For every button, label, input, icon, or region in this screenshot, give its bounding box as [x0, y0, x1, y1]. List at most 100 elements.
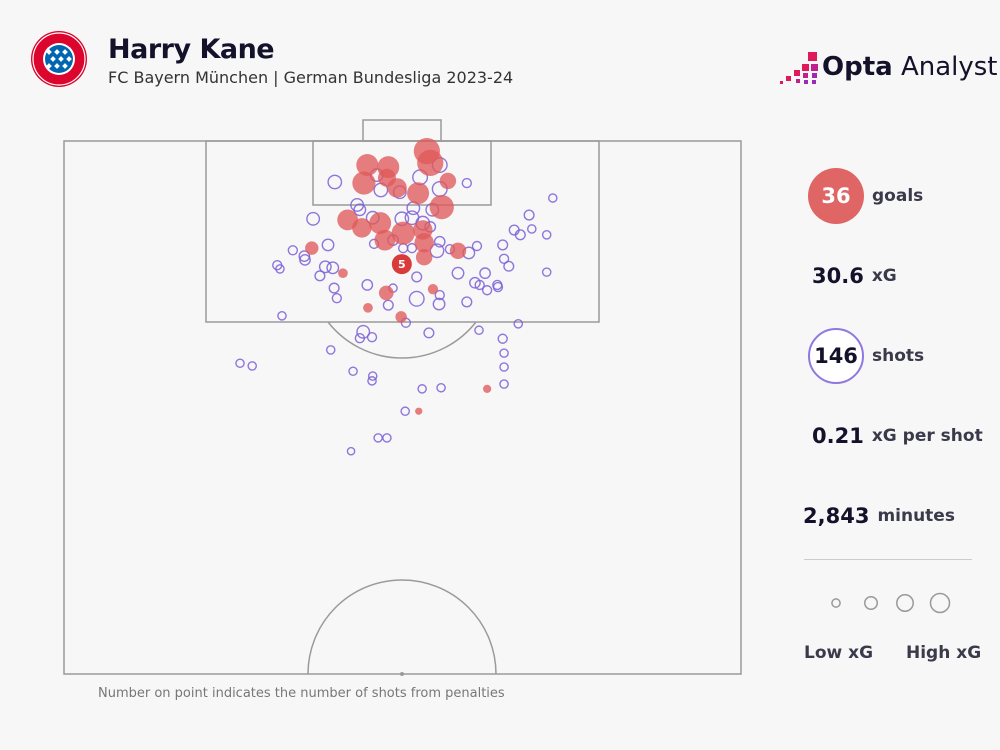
shot-marker — [247, 361, 258, 371]
stat-xg-per-shot: 0.21 xG per shot — [812, 424, 983, 448]
goal-marker — [378, 285, 394, 301]
shot-marker — [397, 242, 409, 254]
shot-marker — [373, 433, 383, 443]
shot-marker — [354, 333, 366, 344]
penalty-goal-marker — [391, 254, 412, 275]
shot-marker — [382, 433, 392, 443]
shot-marker — [328, 282, 340, 294]
xg-per-shot-value: 0.21 — [812, 424, 864, 448]
shot-marker — [299, 253, 311, 266]
goal-marker — [352, 218, 372, 238]
brand-bold: Opta — [822, 52, 893, 82]
shot-marker — [382, 299, 394, 311]
shot-marker — [321, 238, 335, 252]
shot-marker — [429, 243, 445, 259]
shot-marker — [275, 264, 285, 274]
goal-marker — [305, 241, 319, 255]
centre-spot — [400, 672, 404, 676]
player-name-title: Harry Kane — [108, 34, 275, 65]
shot-marker — [287, 245, 299, 256]
shot-marker — [547, 193, 558, 203]
stat-shots: 146 shots — [808, 328, 924, 384]
shot-marker — [461, 296, 473, 308]
shot-marker — [235, 358, 245, 369]
legend-size-circle — [896, 594, 914, 612]
shot-marker — [541, 230, 552, 240]
goal-marker — [417, 149, 444, 176]
shots-value: 146 — [814, 344, 858, 368]
penalty-layer: 5 — [391, 254, 412, 275]
shot-marker — [277, 311, 287, 321]
legend-size-circle — [929, 592, 951, 614]
centre-circle — [307, 579, 497, 675]
shot-marker — [327, 174, 343, 190]
goal-marker — [352, 171, 376, 195]
shot-marker — [498, 253, 510, 264]
shot-marker — [318, 260, 332, 274]
shot-marker — [408, 290, 425, 307]
shot-marker — [367, 376, 377, 386]
stat-minutes: 2,843 minutes — [803, 504, 955, 528]
shot-marker — [348, 366, 358, 377]
shot-marker — [469, 276, 481, 289]
shot-marker — [499, 379, 509, 389]
shot-marker — [366, 331, 378, 343]
goals-layer — [305, 138, 492, 415]
shot-marker — [434, 289, 445, 301]
shots-label: shots — [872, 346, 925, 366]
shot-marker — [499, 362, 509, 372]
goal-marker — [415, 248, 433, 266]
goal-marker — [395, 311, 407, 323]
brand-light: Analyst — [900, 52, 998, 82]
goal-marker — [387, 178, 407, 198]
goal-marker — [429, 194, 454, 220]
shot-marker — [514, 229, 526, 241]
shot-marker — [474, 279, 485, 291]
xg-value: 30.6 — [812, 264, 864, 288]
shot-marker — [306, 211, 321, 226]
shot-marker — [433, 235, 446, 248]
shot-marker — [499, 348, 509, 358]
goal-marker — [363, 302, 373, 313]
shot-marker — [432, 297, 446, 311]
goal-marker — [356, 153, 379, 176]
pitch-lines — [63, 119, 742, 675]
stat-goals: 36 goals — [808, 168, 923, 224]
goal-marker — [369, 212, 392, 235]
shot-marker — [411, 271, 423, 283]
shots-layer — [235, 156, 558, 456]
shot-marker — [471, 240, 483, 252]
shot-marker — [367, 371, 378, 381]
legend-size-circle — [864, 596, 878, 610]
shot-marker — [481, 285, 493, 296]
shot-marker — [527, 224, 537, 234]
club-crest-logo — [31, 31, 87, 87]
xg-per-shot-label: xG per shot — [871, 426, 983, 446]
legend-size-circle — [831, 598, 841, 608]
shot-marker — [541, 267, 552, 277]
minutes-label: minutes — [877, 506, 955, 526]
opta-analyst-wordmark: Opta Analyst — [822, 52, 998, 82]
shot-marker — [423, 327, 435, 339]
legend-low-xg: Low xG — [804, 643, 874, 663]
goal-marker — [338, 268, 348, 279]
minutes-value: 2,843 — [803, 504, 870, 528]
shot-marker — [497, 239, 509, 251]
goals-value: 36 — [821, 184, 851, 208]
opta-analyst-logo-icon — [780, 52, 818, 84]
shot-marker — [436, 382, 446, 393]
penalty-arc — [327, 321, 477, 359]
shot-marker — [474, 325, 484, 336]
goal-marker — [449, 242, 467, 260]
goal-marker — [427, 283, 439, 295]
footnote: Number on point indicates the number of … — [98, 686, 505, 701]
goal-marker — [414, 233, 434, 253]
shot-marker — [356, 324, 371, 339]
shot-marker — [451, 266, 465, 280]
shot-marker — [503, 260, 515, 272]
goal-marker — [439, 172, 457, 190]
divider — [804, 559, 972, 560]
shot-marker — [523, 209, 535, 221]
shot-marker — [361, 279, 374, 291]
goal-marker — [483, 384, 492, 393]
